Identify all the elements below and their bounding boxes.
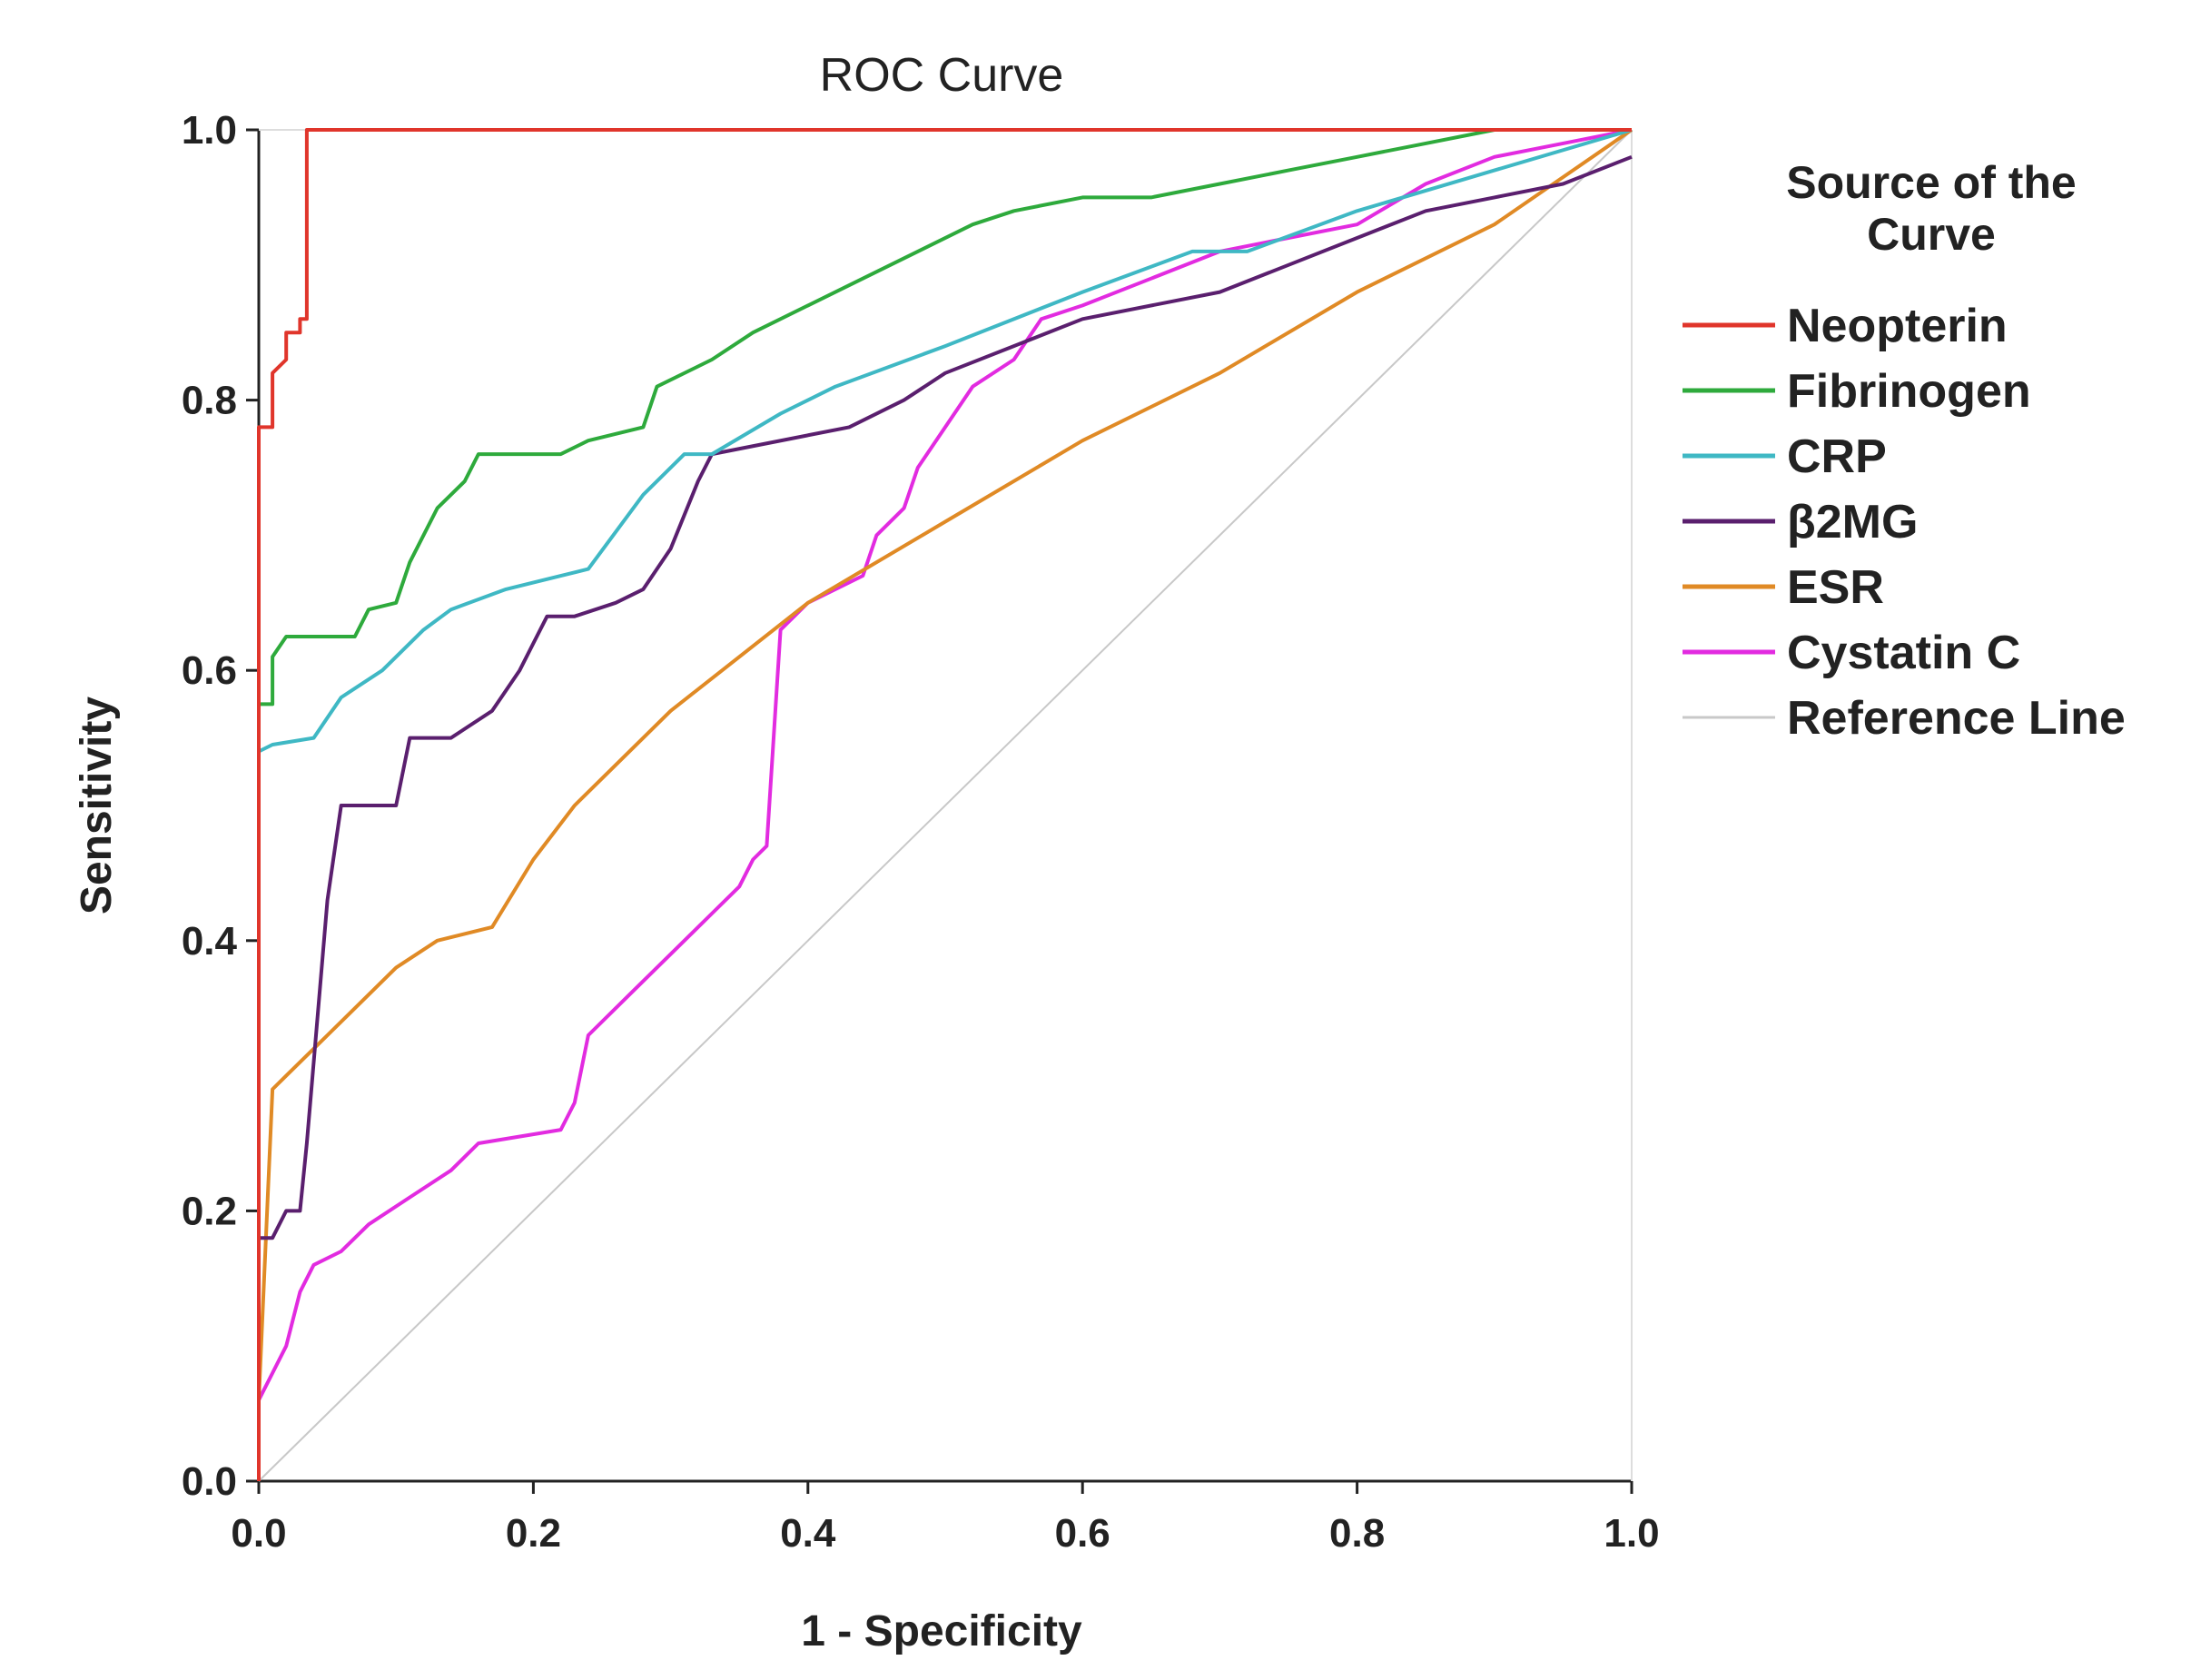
x-axis-ticks: 0.0 0.2 0.4 0.6 0.8 1.0 <box>231 1481 1660 1556</box>
series-line-fibrinogen <box>257 128 1632 738</box>
legend-label-fibrinogen: Fibrinogen <box>1787 365 2031 418</box>
legend-title-line1: Source of the <box>1786 157 2076 208</box>
legend-label-crp: CRP <box>1787 430 1887 483</box>
legend-items: Neopterin Fibrinogen CRP β2MG ESR Cystatin C R… <box>1683 300 2126 745</box>
x-tick-label: 0.2 <box>506 1511 561 1556</box>
x-tick-label: 0.6 <box>1055 1511 1110 1556</box>
series-line-crp <box>257 128 1633 1157</box>
y-tick-label: 0.0 <box>182 1459 237 1504</box>
x-tick-label: 0.0 <box>231 1511 286 1556</box>
legend-label-neopterin: Neopterin <box>1787 300 2008 352</box>
plot-area: 0.0 0.2 0.4 0.6 0.8 1.0 0.0 0.2 0.4 0.6 0.8 1.0 <box>182 108 1660 1556</box>
legend-label-esr: ESR <box>1787 561 1884 614</box>
y-tick-label: 0.6 <box>182 648 237 693</box>
x-tick-label: 1.0 <box>1604 1511 1659 1556</box>
x-tick-label: 0.4 <box>780 1511 836 1556</box>
legend-label-cystatin-c: Cystatin C <box>1787 627 2020 679</box>
legend-title-line2: Curve <box>1867 209 1996 260</box>
series-line-neopterin <box>257 128 1632 1481</box>
legend-label-beta2mg: β2MG <box>1787 496 1918 548</box>
y-tick-label: 0.8 <box>182 379 237 423</box>
y-axis-ticks: 0.0 0.2 0.4 0.6 0.8 1.0 <box>182 108 259 1504</box>
series-lines <box>257 128 1633 1482</box>
series-line-reference-line <box>258 129 1633 1482</box>
y-tick-label: 0.4 <box>182 919 238 964</box>
series-line-beta2mg <box>259 154 1633 1240</box>
y-axis-title: Sensitivity <box>73 697 121 914</box>
x-axis-title: 1 - Specificity <box>801 1607 1082 1655</box>
series-line-cystatin-c <box>257 128 1633 1401</box>
y-tick-label: 0.2 <box>182 1189 237 1233</box>
y-tick-label: 1.0 <box>182 108 237 153</box>
series-line-esr <box>257 128 1633 1400</box>
x-tick-label: 0.8 <box>1329 1511 1385 1556</box>
chart-title: ROC Curve <box>820 49 1064 102</box>
legend-label-reference-line: Reference Line <box>1787 692 2126 745</box>
legend: Source of the Curve Neopterin Fibrinogen C… <box>1683 157 2126 745</box>
